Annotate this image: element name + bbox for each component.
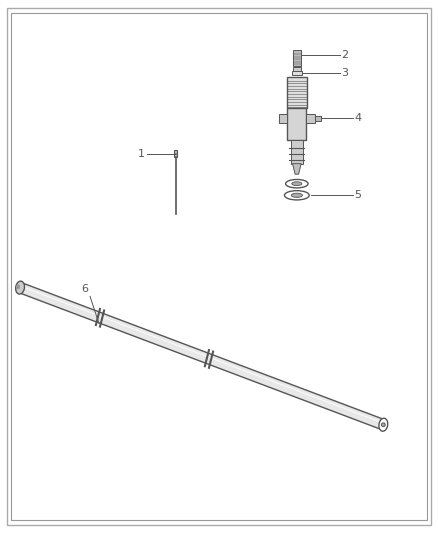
Text: 5: 5	[354, 190, 361, 200]
Text: 2: 2	[341, 50, 349, 60]
Ellipse shape	[286, 180, 308, 188]
Bar	[315, 116, 321, 121]
Bar	[306, 114, 315, 123]
Ellipse shape	[379, 418, 388, 431]
Text: 4: 4	[354, 114, 361, 123]
Ellipse shape	[291, 193, 303, 197]
Ellipse shape	[16, 285, 20, 289]
Bar	[291, 140, 303, 164]
Text: 6: 6	[81, 284, 88, 294]
Ellipse shape	[292, 182, 302, 185]
Text: 3: 3	[341, 68, 348, 78]
Bar	[292, 71, 302, 75]
Ellipse shape	[381, 423, 385, 426]
Bar	[293, 50, 301, 66]
Polygon shape	[19, 282, 385, 430]
Text: 1: 1	[138, 149, 145, 159]
Bar	[293, 67, 301, 71]
Ellipse shape	[16, 281, 25, 294]
Ellipse shape	[284, 191, 309, 200]
Bar	[174, 150, 177, 157]
Polygon shape	[293, 164, 301, 174]
Bar	[287, 77, 307, 108]
Bar	[279, 114, 287, 123]
Bar	[287, 108, 306, 140]
